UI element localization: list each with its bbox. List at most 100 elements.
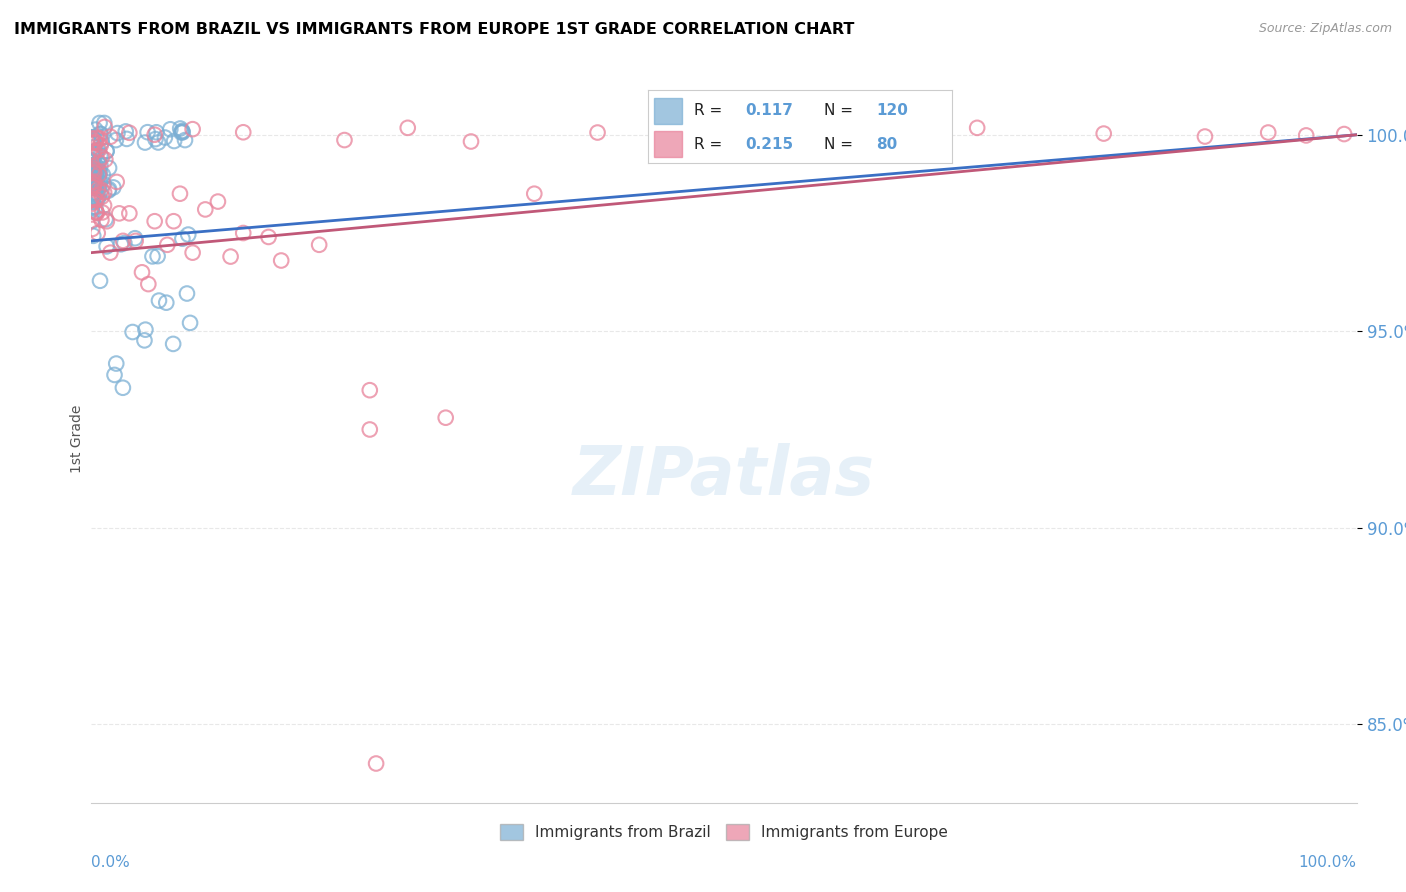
Point xyxy=(96,145,118,159)
Point xyxy=(162,214,184,228)
Point xyxy=(105,357,128,371)
Point xyxy=(460,135,482,149)
Point xyxy=(87,188,110,202)
Point xyxy=(82,176,104,190)
Point xyxy=(84,193,107,207)
Point xyxy=(89,274,111,288)
Point xyxy=(84,136,107,150)
Point xyxy=(84,122,107,136)
Point xyxy=(143,128,166,142)
Point xyxy=(134,334,156,348)
Point xyxy=(153,130,176,145)
Point xyxy=(87,169,110,183)
Point xyxy=(84,169,107,183)
Point xyxy=(118,206,141,220)
Point xyxy=(84,145,107,160)
Point xyxy=(172,125,194,139)
Point xyxy=(207,194,229,209)
Point xyxy=(181,245,204,260)
Point xyxy=(94,212,117,227)
Point xyxy=(174,133,197,147)
Point xyxy=(83,186,105,200)
Point xyxy=(84,166,107,180)
Point xyxy=(80,201,103,215)
Point xyxy=(83,140,105,154)
Point xyxy=(84,205,107,219)
Point xyxy=(586,126,609,140)
Point xyxy=(98,129,121,144)
Text: 100.0%: 100.0% xyxy=(1299,855,1357,870)
Point xyxy=(156,237,179,252)
Point xyxy=(84,179,107,194)
Point xyxy=(364,756,387,771)
Point xyxy=(169,186,191,201)
Point xyxy=(131,265,153,279)
Point xyxy=(80,159,103,173)
Point xyxy=(91,205,114,219)
Point xyxy=(82,186,104,201)
Point xyxy=(143,214,166,228)
Point xyxy=(82,193,104,207)
Point xyxy=(146,249,169,263)
Point xyxy=(82,168,104,182)
Point xyxy=(80,171,103,186)
Point xyxy=(86,205,108,219)
Point xyxy=(84,200,107,214)
Point xyxy=(89,175,111,189)
Point xyxy=(145,125,167,139)
Point xyxy=(163,134,186,148)
Point xyxy=(90,183,112,197)
Point xyxy=(83,188,105,202)
Point xyxy=(84,192,107,206)
Point xyxy=(80,202,103,216)
Point xyxy=(105,175,128,189)
Point xyxy=(82,160,104,174)
Point xyxy=(82,134,104,148)
Point xyxy=(84,171,107,186)
Point xyxy=(179,316,201,330)
Point xyxy=(713,135,735,149)
Point xyxy=(90,135,112,149)
Point xyxy=(90,213,112,227)
Point xyxy=(111,234,135,248)
Point xyxy=(82,149,104,163)
Point xyxy=(80,130,103,145)
Point xyxy=(96,239,118,253)
Point xyxy=(89,165,111,179)
Point xyxy=(103,180,125,194)
Point xyxy=(82,172,104,186)
Point xyxy=(148,293,170,308)
Point xyxy=(82,228,104,243)
Point xyxy=(111,381,134,395)
Point xyxy=(159,122,181,136)
Point xyxy=(903,120,925,135)
Point xyxy=(103,368,125,382)
Point xyxy=(84,165,107,179)
Point xyxy=(90,150,112,164)
Point xyxy=(90,127,112,141)
Point xyxy=(84,205,107,219)
Point xyxy=(87,178,110,193)
Point xyxy=(82,222,104,236)
Point xyxy=(1194,129,1216,144)
Point xyxy=(232,226,254,240)
Text: 0.0%: 0.0% xyxy=(91,855,131,870)
Point xyxy=(84,147,107,161)
Point xyxy=(108,206,131,220)
Point xyxy=(82,153,104,168)
Point xyxy=(80,159,103,173)
Point xyxy=(83,180,105,194)
Point xyxy=(86,144,108,158)
Point xyxy=(94,153,117,167)
Point xyxy=(80,203,103,218)
Point xyxy=(110,237,132,252)
Point xyxy=(359,422,381,436)
Point xyxy=(650,129,672,144)
Point xyxy=(124,234,146,248)
Point xyxy=(359,383,381,397)
Point xyxy=(82,170,104,185)
Point xyxy=(97,184,120,198)
Point xyxy=(89,179,111,194)
Point xyxy=(80,190,103,204)
Point xyxy=(80,148,103,162)
